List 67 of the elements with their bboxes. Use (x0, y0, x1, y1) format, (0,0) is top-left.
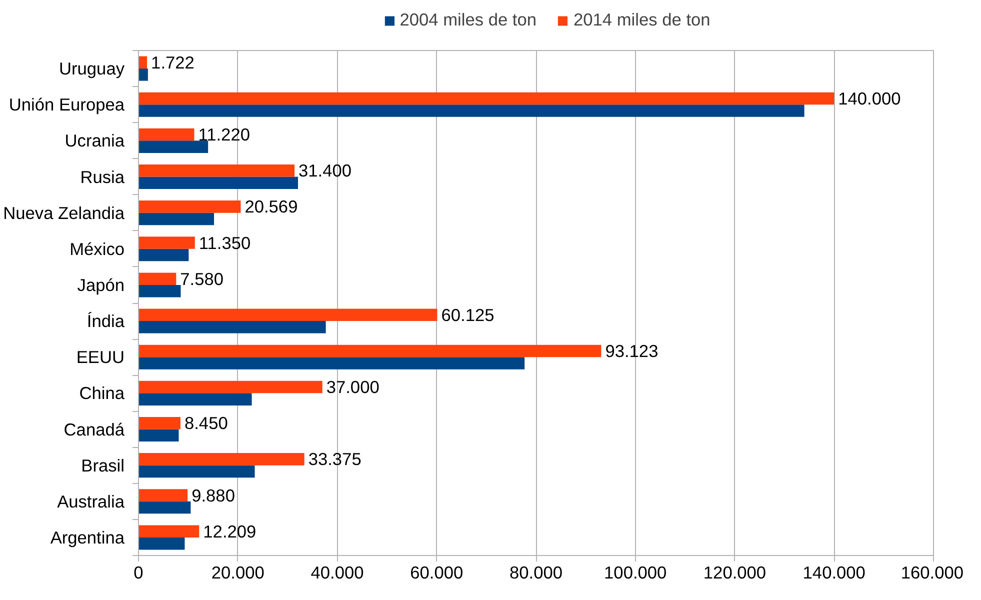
data-label: 8.450 (184, 413, 228, 434)
y-tick-label: Brasil (81, 455, 125, 476)
x-tick-label: 20.000 (211, 562, 264, 582)
data-label: 93.123 (605, 340, 658, 361)
x-tick-label: 40.000 (310, 562, 364, 582)
data-label: 33.375 (308, 449, 362, 470)
y-tick-label: Índia (86, 311, 125, 332)
data-label: 7.580 (180, 268, 224, 289)
data-label: 60.125 (441, 304, 494, 325)
bar (138, 140, 208, 153)
y-tick-label: EEUU (76, 347, 125, 368)
x-tick-label: 120.000 (703, 562, 766, 582)
bar (138, 284, 181, 298)
bar (138, 200, 241, 213)
data-label: 140.000 (838, 88, 901, 108)
data-label: 9.880 (192, 485, 235, 506)
x-tick-label: 60.000 (410, 562, 464, 582)
x-tick-label: 0 (134, 562, 144, 582)
x-tick-label: 160.000 (900, 562, 964, 582)
y-tick-label: Rusia (80, 166, 125, 187)
bar (138, 357, 525, 370)
bar (138, 92, 834, 105)
bar (138, 248, 189, 262)
data-label: 11.220 (198, 124, 250, 145)
y-tick-label: Unión Europea (8, 94, 125, 115)
bar (138, 537, 185, 550)
bar (138, 380, 322, 394)
x-tick-label: 140.000 (802, 562, 866, 582)
bar (138, 164, 295, 177)
bar (138, 453, 304, 466)
bar (138, 489, 188, 502)
data-label: 11.350 (198, 232, 251, 253)
x-tick-label: 100.000 (604, 562, 667, 582)
bar (138, 236, 195, 249)
y-tick-label: Australia (57, 491, 125, 512)
y-tick-label: Uruguay (59, 58, 125, 79)
bar (138, 525, 200, 538)
bar (138, 308, 438, 322)
bar (138, 344, 602, 358)
legend-label: 2004 miles de ton (400, 10, 536, 30)
bar (138, 68, 148, 81)
bar (138, 56, 148, 69)
x-tick-label: 80.000 (510, 562, 562, 582)
y-tick-label: Argentina (50, 527, 125, 548)
y-tick-label: Ucrania (64, 130, 125, 151)
data-label: 37.000 (326, 377, 380, 398)
y-tick-label: Canadá (64, 419, 125, 440)
bar (138, 272, 176, 285)
y-tick-label: México (70, 238, 125, 259)
bar (138, 128, 194, 141)
bar (138, 321, 326, 334)
data-label: 12.209 (203, 521, 256, 542)
data-label: 1.722 (151, 52, 194, 72)
data-label: 31.400 (298, 160, 352, 181)
bar (138, 501, 191, 514)
bar (138, 416, 180, 430)
bar (138, 393, 252, 406)
legend-label: 2014 miles de ton (574, 10, 710, 30)
bar (138, 429, 179, 442)
bar (138, 176, 298, 190)
bar (138, 212, 214, 226)
bar (138, 104, 804, 117)
bar (138, 465, 255, 478)
y-tick-label: Nueva Zelandia (3, 202, 125, 223)
y-tick-label: Japón (77, 274, 125, 295)
data-label: 20.569 (244, 196, 298, 217)
y-tick-label: China (79, 383, 125, 404)
